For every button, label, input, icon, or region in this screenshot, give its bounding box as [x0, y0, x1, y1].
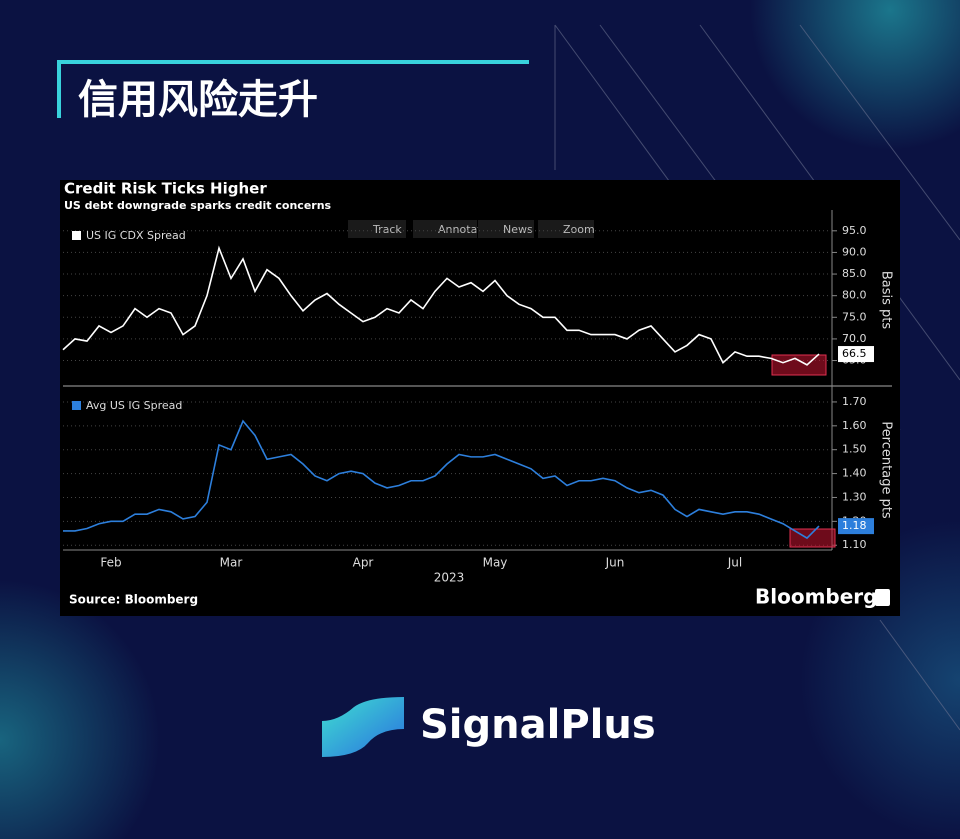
- y-tick-label: 1.40: [842, 467, 867, 480]
- page-title: 信用风险走升: [78, 77, 318, 123]
- y-tick-label: 90.0: [842, 245, 867, 258]
- chart-subtitle: US debt downgrade sparks credit concerns: [64, 199, 332, 212]
- toolbar-label[interactable]: Zoom: [563, 223, 595, 236]
- toolbar-button[interactable]: [538, 220, 594, 238]
- chart: Credit Risk Ticks Higher US debt downgra…: [60, 180, 900, 616]
- toolbar-button[interactable]: [348, 220, 406, 238]
- y-tick-label: 1.60: [842, 419, 867, 432]
- toolbar-button[interactable]: [413, 220, 477, 238]
- highlight-box: [789, 528, 836, 548]
- toolbar-label[interactable]: Annotate: [438, 223, 489, 236]
- last-value-box: [838, 518, 874, 535]
- y-tick-label: 1.70: [842, 395, 867, 408]
- last-value-label: 1.18: [842, 519, 867, 532]
- y-axis-label: Percentage pts: [879, 421, 894, 519]
- chart-title: Credit Risk Ticks Higher: [64, 180, 267, 198]
- legend-label: Avg US IG Spread: [86, 399, 182, 412]
- y-tick-label: 80.0: [842, 289, 867, 302]
- source: Source: Bloomberg: [69, 593, 198, 607]
- y-tick-label: 1.30: [842, 490, 867, 503]
- toolbar-label[interactable]: Track: [372, 223, 402, 236]
- series-line: [63, 419, 820, 540]
- y-tick-label: 1.50: [842, 443, 867, 456]
- legend-swatch: [72, 401, 81, 410]
- y-tick-label: 85.0: [842, 267, 867, 280]
- y-tick-label: 1.10: [842, 538, 867, 551]
- y-tick-label: 70.0: [842, 332, 867, 345]
- x-tick-label: Apr: [353, 556, 374, 570]
- last-value-label: 66.5: [842, 347, 867, 360]
- brand-icon: [875, 589, 890, 606]
- x-tick-label: Jun: [605, 556, 625, 570]
- legend-label: US IG CDX Spread: [86, 229, 186, 242]
- x-axis-label: 2023: [434, 571, 465, 585]
- toolbar-label[interactable]: News: [503, 223, 533, 236]
- legend-swatch: [72, 231, 81, 240]
- x-tick-label: Feb: [100, 556, 121, 570]
- x-tick-label: Mar: [220, 556, 243, 570]
- y-axis-label: Basis pts: [879, 271, 894, 330]
- toolbar-button[interactable]: [478, 220, 534, 238]
- y-tick-label: 75.0: [842, 310, 867, 323]
- logo-mark: [322, 697, 404, 757]
- x-tick-label: Jul: [727, 556, 742, 570]
- x-tick-label: May: [483, 556, 508, 570]
- title-bar: [57, 60, 529, 64]
- logo-text: SignalPlus: [420, 702, 656, 748]
- y-tick-label: 95.0: [842, 224, 867, 237]
- last-value-box: [838, 346, 874, 363]
- highlight-box: [771, 354, 827, 376]
- series-line: [62, 245, 820, 366]
- brand: Bloomberg: [755, 585, 877, 609]
- title-bar-side: [57, 60, 61, 118]
